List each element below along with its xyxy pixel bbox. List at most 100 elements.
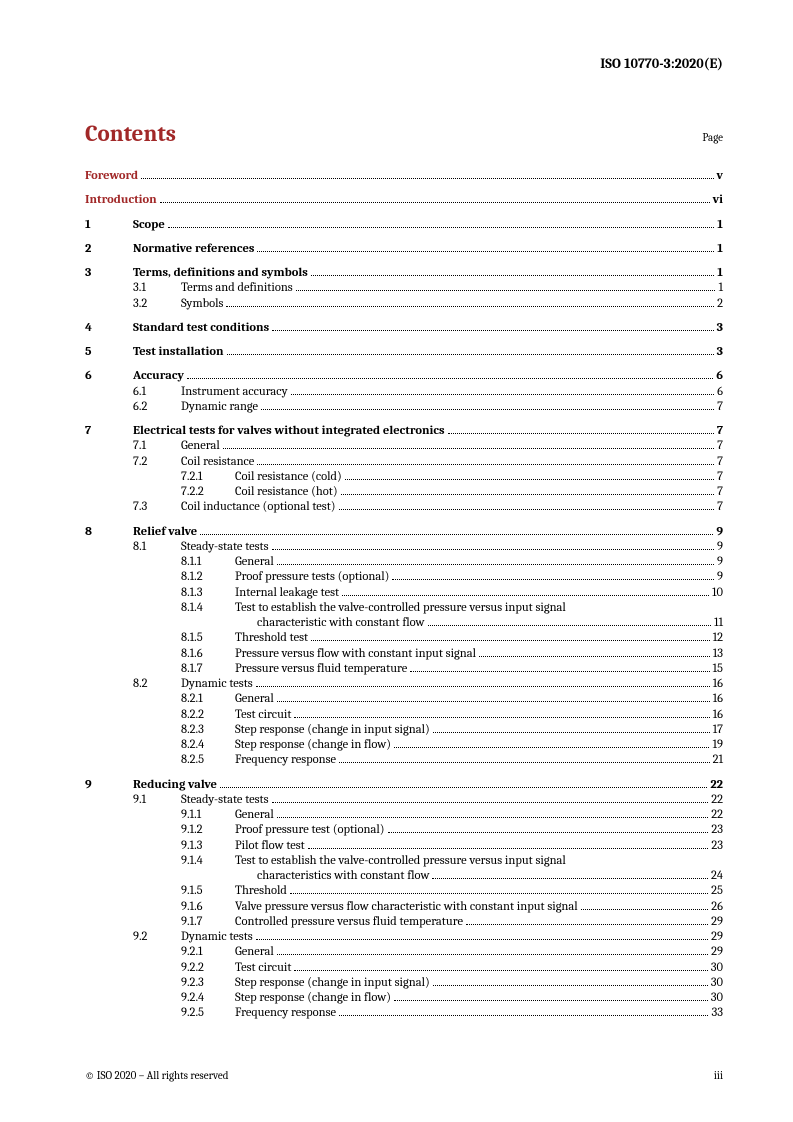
toc-title: Foreword (85, 169, 138, 184)
toc-page: 1 (717, 218, 723, 233)
toc-leader (339, 509, 715, 510)
toc-page: 11 (714, 616, 723, 631)
toc-leader (257, 464, 714, 465)
toc-number: 8.1.3 (181, 586, 235, 601)
toc-page: 7 (717, 424, 723, 439)
toc-title: General (235, 555, 274, 570)
toc-leader (433, 985, 708, 986)
toc-page: 22 (711, 793, 723, 808)
toc-leader (388, 832, 709, 833)
toc-entry: 8.2.3Step response (change in input sign… (85, 723, 723, 738)
toc-number: 8.1.5 (181, 631, 235, 646)
toc-title: Step response (change in flow) (235, 738, 391, 753)
contents-header: Contents Page (85, 120, 723, 147)
toc-title: Accuracy (133, 369, 184, 384)
toc-page: 10 (712, 586, 723, 601)
toc-entry: 9.1.6Valve pressure versus flow characte… (85, 900, 723, 915)
toc-page: 6 (717, 385, 723, 400)
toc-page: 9 (717, 555, 723, 570)
toc-number: 8.1.2 (181, 570, 235, 585)
toc-entry: 9.1.4Test to establish the valve-control… (85, 854, 723, 869)
toc-leader (428, 625, 711, 626)
toc-entry-cont: characteristic with constant flow 11 (85, 616, 723, 631)
toc-title: Normative references (133, 242, 254, 257)
toc-leader (277, 954, 708, 955)
toc-leader (433, 732, 710, 733)
toc-page: 7 (717, 485, 723, 500)
toc-title: General (181, 439, 220, 454)
toc-title: Test circuit (235, 961, 291, 976)
page-footer: © ISO 2020 – All rights reserved iii (85, 1069, 723, 1082)
toc-number: 8.1.6 (181, 647, 235, 662)
toc-number: 4 (85, 321, 133, 336)
toc-title: Valve pressure versus flow characteristi… (235, 900, 578, 915)
toc-number: 9.2 (133, 930, 181, 945)
toc-title: Frequency response (235, 1006, 336, 1021)
toc-number: 7.1 (133, 439, 181, 454)
toc-page: 16 (713, 677, 723, 692)
toc-entry: 9.1.1General22 (85, 808, 723, 823)
toc-title: Scope (133, 218, 165, 233)
toc-title: General (235, 808, 274, 823)
toc-page: 3 (717, 345, 723, 360)
contents-page-label: Page (702, 131, 723, 144)
toc-title: Controlled pressure versus fluid tempera… (235, 915, 463, 930)
toc-title: characteristics with constant flow (257, 869, 429, 884)
toc-page: vi (713, 193, 723, 208)
toc-title: Threshold test (235, 631, 308, 646)
toc-leader (581, 909, 709, 910)
toc-page: 29 (711, 915, 723, 930)
toc-entry: 6.2Dynamic range7 (85, 400, 723, 415)
toc-entry: 9.1.7Controlled pressure versus fluid te… (85, 915, 723, 930)
toc-leader (272, 549, 715, 550)
toc-title: Step response (change in input signal) (235, 723, 430, 738)
toc-entry: 7.2.1Coil resistance (cold)7 (85, 470, 723, 485)
toc-title: characteristic with constant flow (257, 616, 425, 631)
toc-leader (432, 878, 707, 879)
toc-number: 7.2.2 (181, 485, 235, 500)
toc-number: 7 (85, 424, 133, 439)
toc-page: 16 (713, 708, 723, 723)
toc-title: Test to establish the valve-controlled p… (235, 854, 566, 869)
toc-entry: 9.1.5Threshold25 (85, 884, 723, 899)
toc-leader (277, 817, 708, 818)
toc-entry: 8.1.5Threshold test12 (85, 631, 723, 646)
toc-number: 7.2.1 (181, 470, 235, 485)
standard-header: ISO 10770-3:2020(E) (85, 55, 723, 72)
toc-title: Proof pressure tests (optional) (235, 570, 389, 585)
toc-page: 30 (711, 991, 723, 1006)
toc-entry: 5Test installation3 (85, 345, 723, 360)
toc-number: 8.2.2 (181, 708, 235, 723)
toc-leader (272, 330, 714, 331)
toc-title: Step response (change in flow) (235, 991, 391, 1006)
toc-title: Standard test conditions (133, 321, 269, 336)
toc-leader (187, 378, 713, 379)
toc-entry: 8.2.4Step response (change in flow)19 (85, 738, 723, 753)
toc-page: 30 (711, 976, 723, 991)
toc-title: Electrical tests for valves without inte… (133, 424, 445, 439)
toc-leader (410, 671, 709, 672)
toc-page: 26 (711, 900, 723, 915)
toc-number: 8.2 (133, 677, 181, 692)
toc-page: 1 (717, 266, 723, 281)
toc-entry: 8.1.2Proof pressure tests (optional)9 (85, 570, 723, 585)
toc-title: Introduction (85, 193, 157, 208)
toc-title: Pilot flow test (235, 839, 305, 854)
toc-entry: 9.2.1General29 (85, 945, 723, 960)
toc-number: 5 (85, 345, 133, 360)
toc-leader (341, 494, 715, 495)
toc-number: 8.1.4 (181, 601, 235, 616)
toc-title: Dynamic tests (181, 930, 253, 945)
toc-entry: 7.1General7 (85, 439, 723, 454)
toc-page: 29 (711, 945, 723, 960)
toc-number: 3.2 (133, 297, 181, 312)
toc-number: 9.1.7 (181, 915, 235, 930)
toc-number: 9.1 (133, 793, 181, 808)
toc-page: 22 (710, 778, 723, 793)
toc-number: 8.2.3 (181, 723, 235, 738)
toc-entry: 9.2.4Step response (change in flow)30 (85, 991, 723, 1006)
toc-number: 9.1.2 (181, 823, 235, 838)
toc-number: 9.2.5 (181, 1006, 235, 1021)
toc-title: Terms, definitions and symbols (133, 266, 308, 281)
toc-number: 9.1.6 (181, 900, 235, 915)
